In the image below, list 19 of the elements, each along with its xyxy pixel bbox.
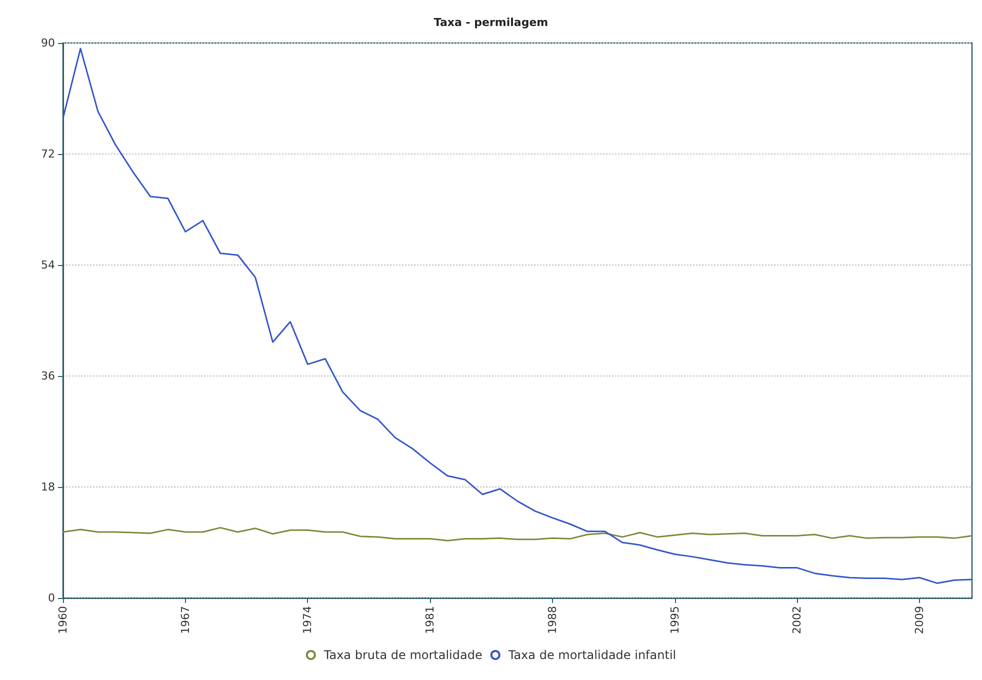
y-tick-label: 36 (41, 370, 55, 382)
x-tick-label: 1960 (56, 606, 70, 634)
x-tick-label: 2009 (913, 606, 926, 634)
x-tick-label: 1974 (301, 606, 314, 634)
legend-label: Taxa bruta de mortalidade (322, 648, 482, 662)
x-tick-label: 1967 (178, 606, 192, 634)
line-series (62, 526, 973, 542)
y-tick-label: 18 (41, 480, 55, 494)
y-tick-label: 72 (41, 148, 55, 160)
legend-label: Taxa de mortalidade infantil (507, 648, 676, 662)
y-tick-label: 0 (48, 592, 55, 604)
y-tick-label: 54 (41, 258, 55, 272)
x-tick-label: 1995 (668, 606, 682, 634)
x-tick-label: 1988 (546, 606, 559, 634)
x-tick-label: 1981 (424, 606, 437, 634)
line-series (62, 48, 973, 584)
y-tick-label: 90 (41, 36, 55, 50)
chart-title: Taxa - permilagem (434, 16, 548, 29)
x-tick-label: 2002 (790, 606, 804, 634)
